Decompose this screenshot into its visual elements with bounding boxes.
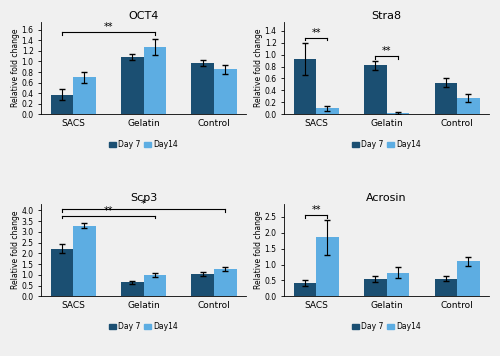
Bar (192, 274, 214, 297)
Bar (386, 272, 409, 297)
Bar (364, 279, 386, 297)
Bar (294, 59, 316, 114)
Text: *: * (141, 199, 146, 209)
Title: Scp3: Scp3 (130, 193, 157, 203)
Bar (121, 57, 144, 114)
Bar (144, 47, 166, 114)
Legend: Day 7, Day14: Day 7, Day14 (109, 322, 178, 331)
Bar (214, 269, 236, 297)
Bar (316, 108, 338, 114)
Bar (50, 249, 73, 297)
Legend: Day 7, Day14: Day 7, Day14 (352, 322, 421, 331)
Bar (214, 69, 236, 114)
Text: **: ** (104, 22, 113, 32)
Bar (434, 279, 457, 297)
Bar (457, 261, 479, 297)
Text: **: ** (382, 46, 392, 57)
Title: OCT4: OCT4 (128, 11, 158, 21)
Y-axis label: Relative fold change: Relative fold change (254, 29, 263, 107)
Text: **: ** (104, 206, 113, 216)
Text: **: ** (312, 205, 321, 215)
Y-axis label: Relative fold change: Relative fold change (11, 29, 20, 107)
Bar (294, 283, 316, 297)
Bar (457, 98, 479, 114)
Bar (73, 77, 96, 114)
Bar (386, 113, 409, 114)
Bar (192, 63, 214, 114)
Bar (144, 275, 166, 297)
Bar (364, 66, 386, 114)
Bar (73, 225, 96, 297)
Legend: Day 7, Day14: Day 7, Day14 (109, 140, 178, 149)
Title: Acrosin: Acrosin (366, 193, 407, 203)
Bar (434, 83, 457, 114)
Text: **: ** (312, 28, 321, 38)
Y-axis label: Relative fold change: Relative fold change (11, 211, 20, 289)
Y-axis label: Relative fold change: Relative fold change (254, 211, 263, 289)
Bar (50, 95, 73, 114)
Legend: Day 7, Day14: Day 7, Day14 (352, 140, 421, 149)
Bar (121, 282, 144, 297)
Title: Stra8: Stra8 (372, 11, 402, 21)
Bar (316, 237, 338, 297)
